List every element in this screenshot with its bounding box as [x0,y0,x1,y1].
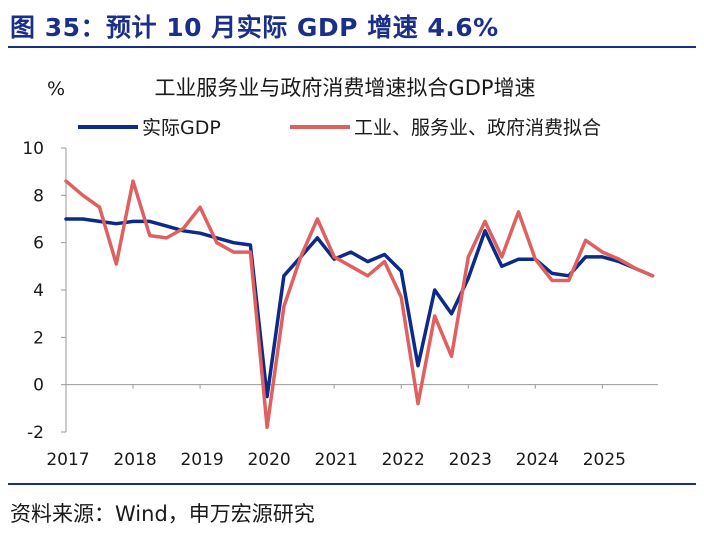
source-rule [8,483,696,485]
series-line-1 [64,217,655,399]
x-tick-label: 2018 [113,450,156,470]
legend-label-1: 实际GDP [142,117,221,139]
y-tick-label: 2 [33,328,44,348]
series-line-2 [64,179,655,430]
x-tick-label: 2021 [315,450,358,470]
y-tick-label: -2 [27,423,44,443]
x-tick-label: 2025 [583,450,626,470]
y-axis-unit: % [47,78,65,100]
y-tick-label: 4 [33,281,44,301]
chart-title: 工业服务业与政府消费增速拟合GDP增速 [154,76,535,100]
series-layer [64,179,655,430]
y-tick-label: 6 [33,234,44,254]
legend-label-2: 工业、服务业、政府消费拟合 [354,117,601,139]
x-tick-label: 2020 [247,450,290,470]
x-tick-label: 2019 [180,450,223,470]
title-rule [8,46,696,48]
x-tick-label: 2022 [382,450,425,470]
x-tick-label: 2017 [46,450,89,470]
y-tick-label: 8 [33,186,44,206]
x-tick-label: 2023 [449,450,492,470]
axes: -2 0 2 4 6 8 10 2017 2018 2019 2020 2021 2022 2023 202… [22,139,658,470]
figure-title: 图 35：预计 10 月实际 GDP 增速 4.6% [10,13,499,42]
source-note: 资料来源：Wind，申万宏源研究 [10,502,315,526]
x-tick-label: 2024 [516,450,559,470]
y-tick-label: 0 [33,376,44,396]
legend: 实际GDP 工业、服务业、政府消费拟合 [78,117,601,139]
y-tick-label: 10 [22,139,44,159]
